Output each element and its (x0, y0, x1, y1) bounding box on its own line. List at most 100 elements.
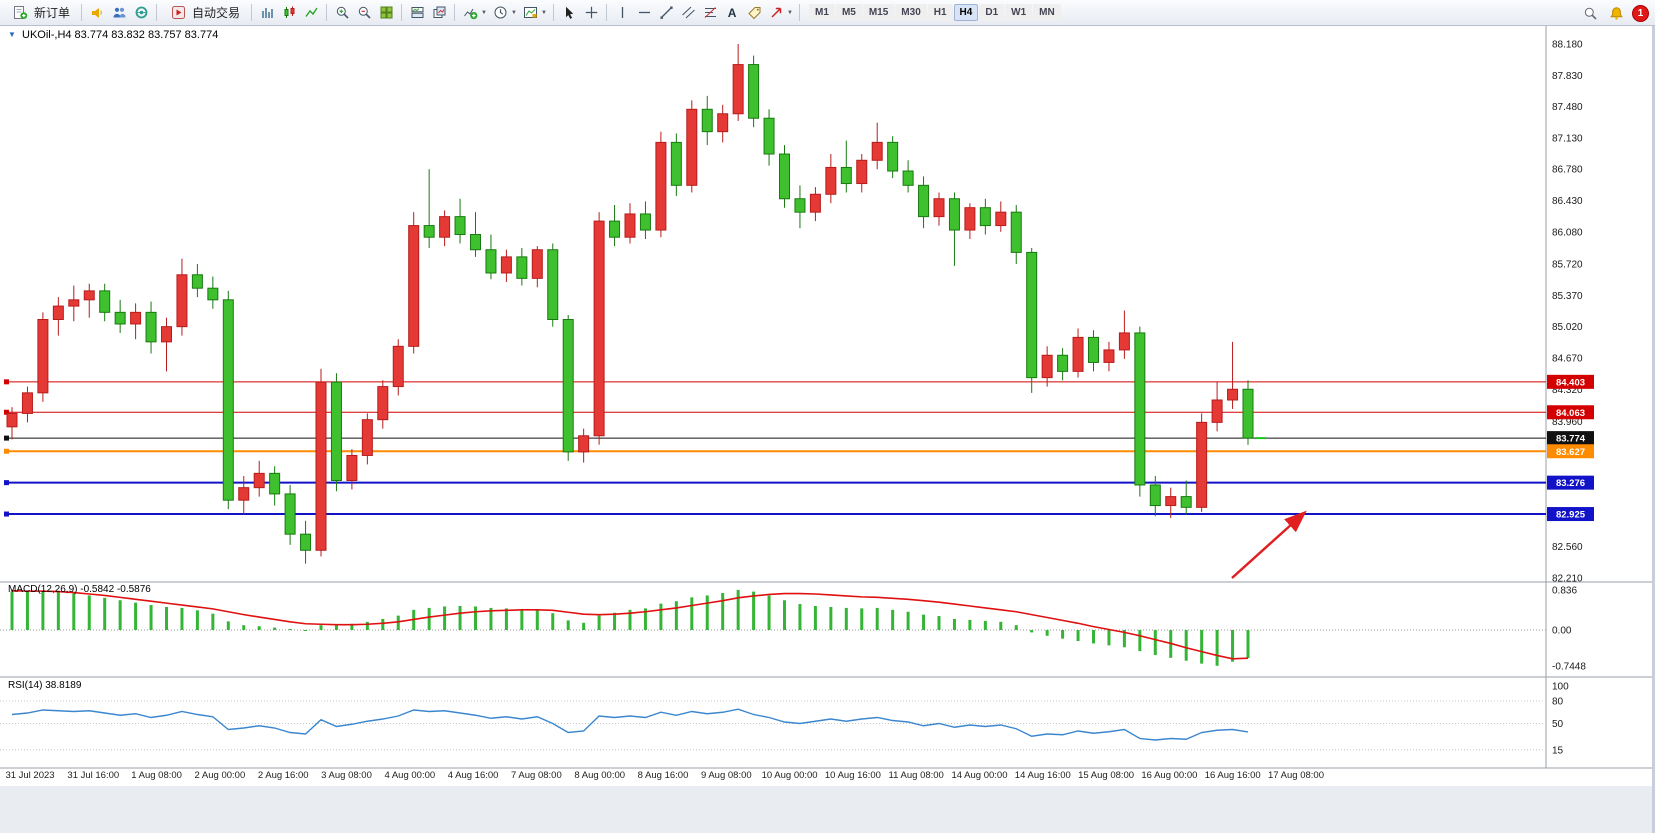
toolbar-separator (156, 4, 158, 21)
svg-text:85.020: 85.020 (1552, 322, 1583, 333)
bar-chart-icon[interactable] (257, 3, 277, 23)
zoom-in-icon[interactable] (332, 3, 352, 23)
toolbar-separator (81, 4, 83, 21)
cascade-windows-icon[interactable] (429, 3, 449, 23)
timeframe-MN[interactable]: MN (1033, 4, 1061, 21)
svg-text:14 Aug 16:00: 14 Aug 16:00 (1015, 770, 1071, 781)
trendline-icon[interactable] (656, 3, 676, 23)
svg-text:84.320: 84.320 (1552, 385, 1583, 396)
svg-text:87.130: 87.130 (1552, 133, 1583, 144)
timeframe-H4[interactable]: H4 (953, 4, 979, 21)
zoom-out-icon[interactable] (354, 3, 374, 23)
svg-text:15 Aug 08:00: 15 Aug 08:00 (1078, 770, 1134, 781)
users-icon[interactable] (109, 3, 129, 23)
timeframe-M15[interactable]: M15 (862, 4, 895, 21)
chart-canvas[interactable]: 88.180 87.830 87.480 87.130 86.780 86.430 86.0… (0, 26, 1655, 833)
notification-badge[interactable]: 1 (1632, 4, 1649, 22)
svg-text:83.627: 83.627 (1556, 447, 1585, 458)
macd-axis: 0.836 0.00 -0.7448 (1552, 585, 1586, 672)
tile-windows-icon[interactable] (376, 3, 396, 23)
svg-text:2 Aug 00:00: 2 Aug 00:00 (195, 770, 246, 781)
svg-text:82.560: 82.560 (1552, 542, 1583, 553)
svg-text:15: 15 (1552, 745, 1564, 756)
svg-text:4 Aug 16:00: 4 Aug 16:00 (448, 770, 499, 781)
line-chart-icon[interactable] (301, 3, 321, 23)
svg-text:9 Aug 08:00: 9 Aug 08:00 (701, 770, 752, 781)
new-order-button[interactable]: 新订单 (4, 3, 76, 23)
svg-text:83.774: 83.774 (1556, 434, 1586, 445)
svg-text:84.670: 84.670 (1552, 353, 1583, 364)
new-order-icon (10, 3, 30, 23)
toolbar-separator (606, 4, 608, 21)
timeframe-H1[interactable]: H1 (927, 4, 953, 21)
candlestick-chart-icon[interactable] (279, 3, 299, 23)
macd-signal-line (11, 589, 1249, 660)
text-label-icon[interactable] (744, 3, 764, 23)
svg-text:14 Aug 00:00: 14 Aug 00:00 (952, 770, 1008, 781)
add-indicator-dropdown-caret[interactable]: ▼ (481, 9, 487, 16)
svg-text:8 Aug 16:00: 8 Aug 16:00 (638, 770, 689, 781)
svg-text:86.780: 86.780 (1552, 165, 1583, 176)
toolbar-separator (401, 4, 403, 21)
svg-text:1 Aug 08:00: 1 Aug 08:00 (131, 770, 182, 781)
horizontal-line-icon[interactable] (634, 3, 654, 23)
svg-text:10 Aug 00:00: 10 Aug 00:00 (762, 770, 818, 781)
fibonacci-icon[interactable] (700, 3, 720, 23)
svg-text:82.925: 82.925 (1556, 510, 1586, 521)
new-order-label: 新订单 (34, 6, 71, 20)
svg-text:82.210: 82.210 (1552, 574, 1583, 585)
svg-text:16 Aug 16:00: 16 Aug 16:00 (1205, 770, 1261, 781)
templates-icon[interactable] (520, 3, 540, 23)
candlestick-series (6, 44, 1254, 564)
arrows-shapes-dropdown-caret[interactable]: ▼ (787, 9, 793, 16)
arrange-windows-icon[interactable] (407, 3, 427, 23)
toolbar-separator (454, 4, 456, 21)
svg-text:31 Jul 2023: 31 Jul 2023 (5, 770, 54, 781)
rsi-line (11, 708, 1249, 741)
svg-text:17 Aug 08:00: 17 Aug 08:00 (1268, 770, 1324, 781)
text-tool-icon[interactable]: A (727, 5, 737, 20)
toolbar-right-cluster: 1 (1580, 0, 1649, 26)
svg-text:86.080: 86.080 (1552, 227, 1583, 238)
svg-text:7 Aug 08:00: 7 Aug 08:00 (511, 770, 562, 781)
arrows-shapes-icon[interactable] (766, 3, 786, 23)
svg-text:31 Jul 16:00: 31 Jul 16:00 (67, 770, 119, 781)
chart-window: 88.180 87.830 87.480 87.130 86.780 86.430 86.0… (0, 26, 1655, 833)
community-icon[interactable] (131, 3, 151, 23)
templates-dropdown-caret[interactable]: ▼ (541, 9, 547, 16)
price-tags: 84.403 84.063 83.774 83.627 83.276 82.925 (1547, 374, 1594, 522)
svg-text:84.063: 84.063 (1556, 408, 1585, 419)
svg-text:84.403: 84.403 (1556, 377, 1585, 388)
crosshair-icon[interactable] (581, 3, 601, 23)
svg-text:3 Aug 08:00: 3 Aug 08:00 (321, 770, 372, 781)
svg-text:85.370: 85.370 (1552, 291, 1583, 302)
svg-text:0.00: 0.00 (1552, 626, 1572, 637)
bell-icon[interactable] (1606, 3, 1626, 23)
vertical-line-icon[interactable] (612, 3, 632, 23)
autotrading-icon (168, 3, 188, 23)
timeframe-M30[interactable]: M30 (895, 4, 927, 21)
autotrading-button[interactable]: 自动交易 (162, 3, 246, 23)
periods-dropdown-caret[interactable]: ▼ (511, 9, 517, 16)
svg-text:88.180: 88.180 (1552, 40, 1583, 51)
timeframe-M1[interactable]: M1 (809, 4, 835, 21)
svg-text:16 Aug 00:00: 16 Aug 00:00 (1141, 770, 1197, 781)
periods-icon[interactable] (490, 3, 510, 23)
toolbar-separator (326, 4, 328, 21)
timeframe-D1[interactable]: D1 (979, 4, 1005, 21)
toolbar-separator (553, 4, 555, 21)
time-axis: 31 Jul 2023 31 Jul 16:00 1 Aug 08:00 2 Aug … (5, 770, 1324, 781)
timeframe-W1[interactable]: W1 (1005, 4, 1033, 21)
equidistant-channel-icon[interactable] (678, 3, 698, 23)
timeframe-selector: M1 M5 M15 M30 H1 H4 D1 W1 MN (809, 4, 1061, 21)
trend-arrow[interactable] (1231, 510, 1307, 579)
cursor-icon[interactable] (559, 3, 579, 23)
add-indicator-icon[interactable] (460, 3, 480, 23)
autotrading-label: 自动交易 (192, 6, 241, 20)
search-icon[interactable] (1580, 3, 1600, 23)
toolbar-separator (251, 4, 253, 21)
svg-text:80: 80 (1552, 697, 1564, 708)
timeframe-M5[interactable]: M5 (835, 4, 862, 21)
speaker-icon[interactable] (87, 3, 107, 23)
svg-text:100: 100 (1552, 682, 1569, 693)
